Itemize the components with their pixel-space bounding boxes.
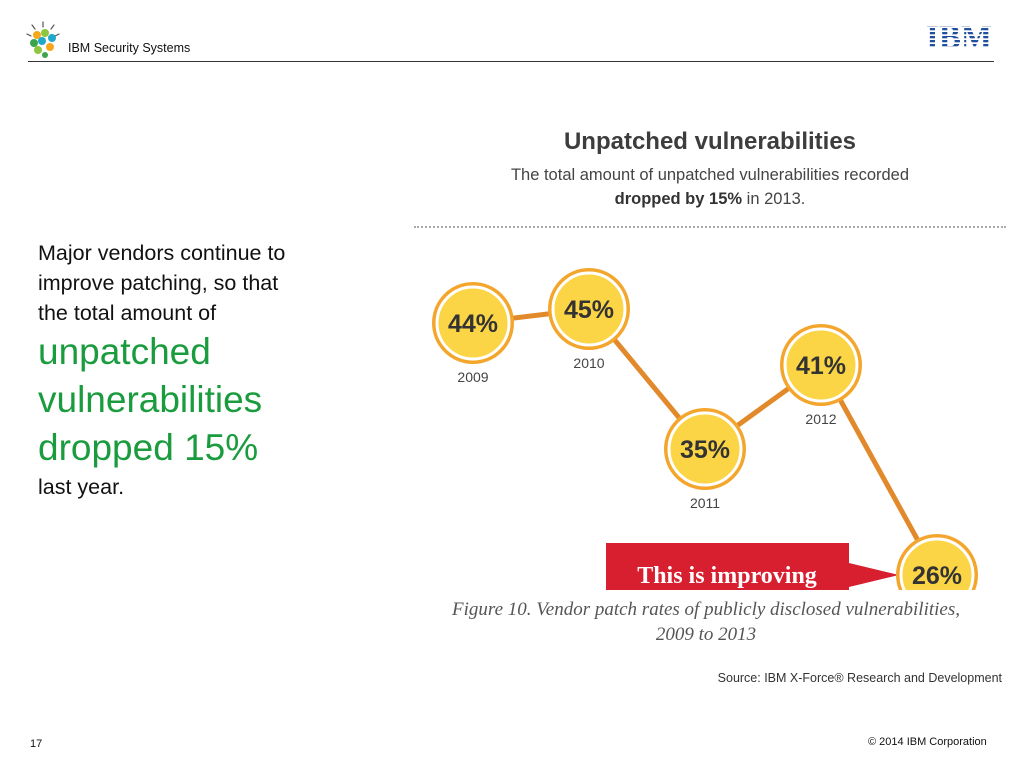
copyright: © 2014 IBM Corporation <box>868 736 987 748</box>
body-line-3: the total amount of <box>38 301 217 325</box>
body-line-1: Major vendors continue to <box>38 241 286 265</box>
dotted-divider <box>414 226 1006 228</box>
body-line-2: improve patching, so that <box>38 271 279 295</box>
data-label: 35% <box>680 436 730 464</box>
data-point <box>667 411 743 487</box>
callout-text: This is improving <box>637 563 817 589</box>
subtitle-line-2: dropped by 15% in 2013. <box>410 187 1010 211</box>
data-label: 26% <box>912 562 962 590</box>
subtitle-line-1: The total amount of unpatched vulnerabil… <box>510 166 910 184</box>
ibm-security-logo-icon <box>26 21 60 58</box>
data-point <box>551 271 627 347</box>
slide-number: 17 <box>30 738 43 750</box>
infographic-title: Unpatched vulnerabilities <box>563 128 857 155</box>
highlight-line-1: unpatched <box>38 331 211 372</box>
data-point <box>435 285 511 361</box>
figure-caption: Figure 10. Vendor patch rates of publicl… <box>410 597 1002 647</box>
data-point <box>783 327 859 403</box>
source-note: Source: IBM X-Force® Research and Develo… <box>717 671 1002 685</box>
highlight-line-2: vulnerabilities <box>38 379 263 420</box>
body-text: Major vendors continue to improve patchi… <box>38 238 378 502</box>
patch-rate-chart: This is improving 44% 2009 45% 2010 35% 2011 41… <box>432 268 978 590</box>
caption-line-1: Figure 10. Vendor patch rates of publicl… <box>452 599 960 620</box>
data-label: 41% <box>796 352 846 380</box>
brand-name: IBM Security Systems <box>68 41 191 55</box>
x-tick-label: 2011 <box>690 495 720 511</box>
subtitle-bold: dropped by 15% <box>614 190 743 208</box>
data-point <box>899 537 975 590</box>
callout-box <box>606 543 849 590</box>
x-tick-label: 2012 <box>805 411 836 427</box>
x-tick-label: 2009 <box>457 369 488 385</box>
infographic-subtitle: The total amount of unpatched vulnerabil… <box>410 163 1010 211</box>
callout-arrow <box>849 563 899 587</box>
header: IBM Security Systems IBM <box>0 0 1024 64</box>
data-label: 44% <box>448 310 498 338</box>
x-tick-label: 2010 <box>573 355 604 371</box>
subtitle-rest: in 2013. <box>742 190 806 208</box>
body-line-4: last year. <box>38 475 125 499</box>
caption-line-2: 2009 to 2013 <box>655 624 757 645</box>
header-rule <box>28 61 994 62</box>
highlight-line-3: dropped 15% <box>38 427 259 468</box>
data-label: 45% <box>564 296 614 324</box>
ibm-logo-text: IBM <box>926 20 992 52</box>
ibm-logo-icon: IBM <box>926 20 992 52</box>
